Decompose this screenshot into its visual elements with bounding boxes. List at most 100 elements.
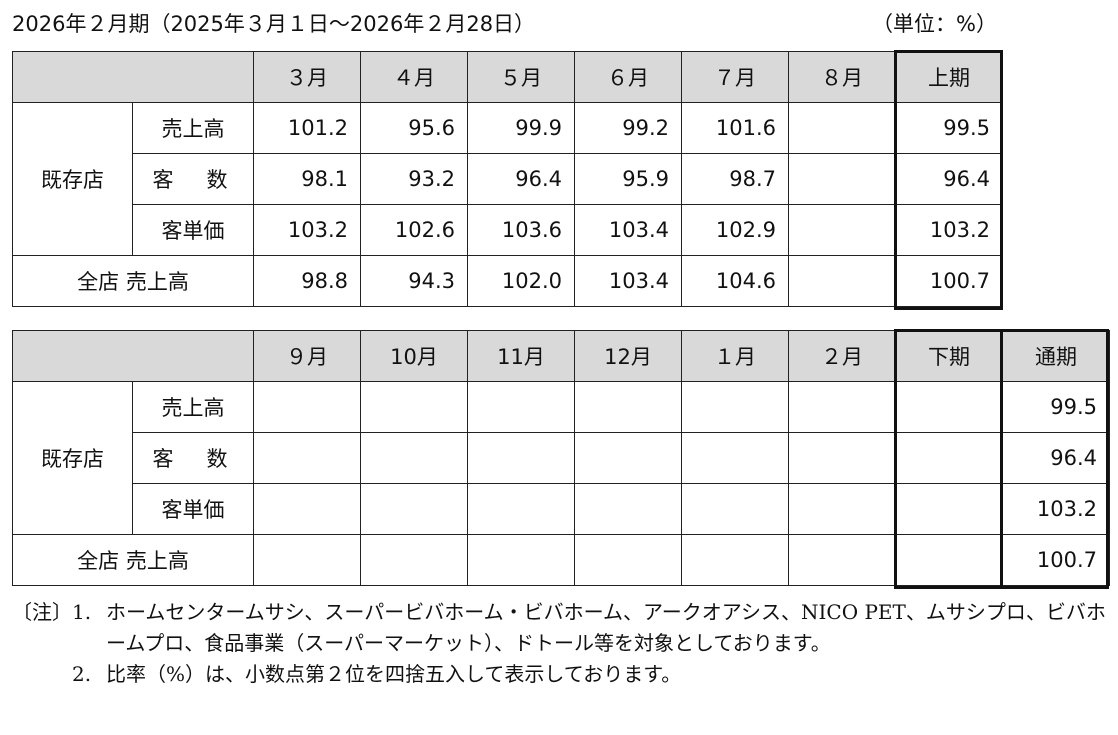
value-cell: 103.4 bbox=[574, 255, 682, 307]
note-number: 1. bbox=[72, 600, 92, 624]
column-header-full-year: 通期 bbox=[1002, 330, 1110, 382]
column-header: ９月 bbox=[253, 330, 361, 382]
value-cell bbox=[253, 534, 361, 586]
value-cell: 103.2 bbox=[895, 204, 1003, 256]
row-group-label: 既存店 bbox=[12, 381, 133, 535]
value-cell bbox=[467, 381, 575, 433]
value-cell: 102.9 bbox=[681, 204, 789, 256]
value-cell: 101.6 bbox=[681, 102, 789, 154]
column-header: ５月 bbox=[467, 51, 575, 103]
value-cell: 98.8 bbox=[253, 255, 361, 307]
value-cell: 98.1 bbox=[253, 153, 361, 205]
value-cell: 96.4 bbox=[895, 153, 1003, 205]
value-cell: 95.6 bbox=[360, 102, 468, 154]
column-header-second-half-total: 下期 bbox=[895, 330, 1003, 382]
value-cell: 95.9 bbox=[574, 153, 682, 205]
value-cell bbox=[895, 432, 1003, 484]
value-cell bbox=[574, 432, 682, 484]
value-cell: 103.6 bbox=[467, 204, 575, 256]
value-cell bbox=[788, 432, 896, 484]
value-cell: 102.0 bbox=[467, 255, 575, 307]
table-row: 既存店 売上高 99.5 bbox=[12, 381, 1110, 535]
notes: 〔注〕 1. ホームセンタームサシ、スーパービバホーム・ビバホーム、アークオアシ… bbox=[12, 597, 1107, 690]
value-cell bbox=[788, 483, 896, 535]
value-cell: 103.2 bbox=[1002, 483, 1110, 535]
table-row-total: 全店 売上高 98.8 94.3 102.0 103.4 104.6 100.7 bbox=[12, 255, 1003, 307]
value-cell bbox=[895, 381, 1003, 433]
value-cell bbox=[360, 534, 468, 586]
value-cell bbox=[895, 534, 1003, 586]
value-cell: 101.2 bbox=[253, 102, 361, 154]
value-cell: 94.3 bbox=[360, 255, 468, 307]
value-cell bbox=[788, 534, 896, 586]
row-group-label: 既存店 bbox=[12, 102, 133, 256]
value-cell bbox=[253, 432, 361, 484]
value-cell bbox=[360, 432, 468, 484]
value-cell: 96.4 bbox=[1002, 432, 1110, 484]
column-header: ６月 bbox=[574, 51, 682, 103]
note-item: 〔注〕 1. ホームセンタームサシ、スーパービバホーム・ビバホーム、アークオアシ… bbox=[12, 597, 1107, 659]
column-header: ８月 bbox=[788, 51, 896, 103]
table-row-total: 全店 売上高 100.7 bbox=[12, 534, 1110, 586]
table-row: 既存店 売上高 101.2 95.6 99.9 99.2 101.6 99.5 bbox=[12, 102, 1003, 256]
value-cell: 96.4 bbox=[467, 153, 575, 205]
total-row-label: 全店 売上高 bbox=[12, 255, 254, 307]
corner-cell bbox=[12, 330, 254, 382]
value-cell bbox=[681, 483, 789, 535]
value-cell bbox=[253, 381, 361, 433]
value-cell: 99.5 bbox=[895, 102, 1003, 154]
value-cell bbox=[574, 381, 682, 433]
value-cell bbox=[253, 483, 361, 535]
value-cell bbox=[681, 381, 789, 433]
value-cell: 99.2 bbox=[574, 102, 682, 154]
note-text: ホームセンタームサシ、スーパービバホーム・ビバホーム、アークオアシス、NICO … bbox=[106, 600, 1106, 655]
value-cell bbox=[574, 534, 682, 586]
value-cell: 102.6 bbox=[360, 204, 468, 256]
column-header: ７月 bbox=[681, 51, 789, 103]
value-cell: 98.7 bbox=[681, 153, 789, 205]
value-cell bbox=[467, 432, 575, 484]
value-cell: 99.5 bbox=[1002, 381, 1110, 433]
value-cell bbox=[360, 483, 468, 535]
value-cell bbox=[788, 153, 896, 205]
corner-cell bbox=[12, 51, 254, 103]
column-header: １月 bbox=[681, 330, 789, 382]
row-label: 客 数 bbox=[132, 432, 254, 484]
value-cell bbox=[360, 381, 468, 433]
value-cell bbox=[788, 255, 896, 307]
value-cell bbox=[788, 102, 896, 154]
note-item: 2. 比率（%）は、小数点第２位を四捨五入して表示しております。 bbox=[12, 659, 1107, 690]
row-label: 売上高 bbox=[132, 102, 254, 154]
column-header: ３月 bbox=[253, 51, 361, 103]
column-header: 12月 bbox=[574, 330, 682, 382]
column-header: 10月 bbox=[360, 330, 468, 382]
value-cell: 103.2 bbox=[253, 204, 361, 256]
row-label: 客単価 bbox=[132, 204, 254, 256]
note-prefix: 〔注〕 bbox=[12, 600, 72, 624]
value-cell: 104.6 bbox=[681, 255, 789, 307]
header-row: ３月 ４月 ５月 ６月 ７月 ８月 上期 bbox=[12, 51, 1003, 103]
unit-label: （単位：%） bbox=[872, 12, 997, 36]
total-row-label: 全店 売上高 bbox=[12, 534, 254, 586]
column-header-first-half-total: 上期 bbox=[895, 51, 1003, 103]
first-half-table: ３月 ４月 ５月 ６月 ７月 ８月 上期 既存店 売上高 101.2 95.6 … bbox=[12, 51, 1003, 307]
note-text: 比率（%）は、小数点第２位を四捨五入して表示しております。 bbox=[106, 662, 682, 686]
report-header: 2026年２月期（2025年３月１日～2026年２月28日） （単位：%） bbox=[12, 8, 997, 40]
row-label: 売上高 bbox=[132, 381, 254, 433]
value-cell: 100.7 bbox=[895, 255, 1003, 307]
row-label: 客単価 bbox=[132, 483, 254, 535]
value-cell bbox=[467, 534, 575, 586]
table-row: 客 数 98.1 93.2 96.4 95.9 98.7 96.4 bbox=[13, 153, 1003, 205]
value-cell: 100.7 bbox=[1002, 534, 1110, 586]
value-cell: 93.2 bbox=[360, 153, 468, 205]
column-header: 11月 bbox=[467, 330, 575, 382]
value-cell bbox=[681, 432, 789, 484]
value-cell bbox=[788, 381, 896, 433]
column-header: ２月 bbox=[788, 330, 896, 382]
value-cell bbox=[788, 204, 896, 256]
second-half-table: ９月 10月 11月 12月 １月 ２月 下期 通期 既存店 売上高 99.5 … bbox=[12, 330, 1110, 586]
table-row: 客単価 103.2 102.6 103.6 103.4 102.9 103.2 bbox=[13, 204, 1003, 256]
value-cell bbox=[895, 483, 1003, 535]
note-number: 2. bbox=[72, 662, 92, 686]
value-cell bbox=[574, 483, 682, 535]
